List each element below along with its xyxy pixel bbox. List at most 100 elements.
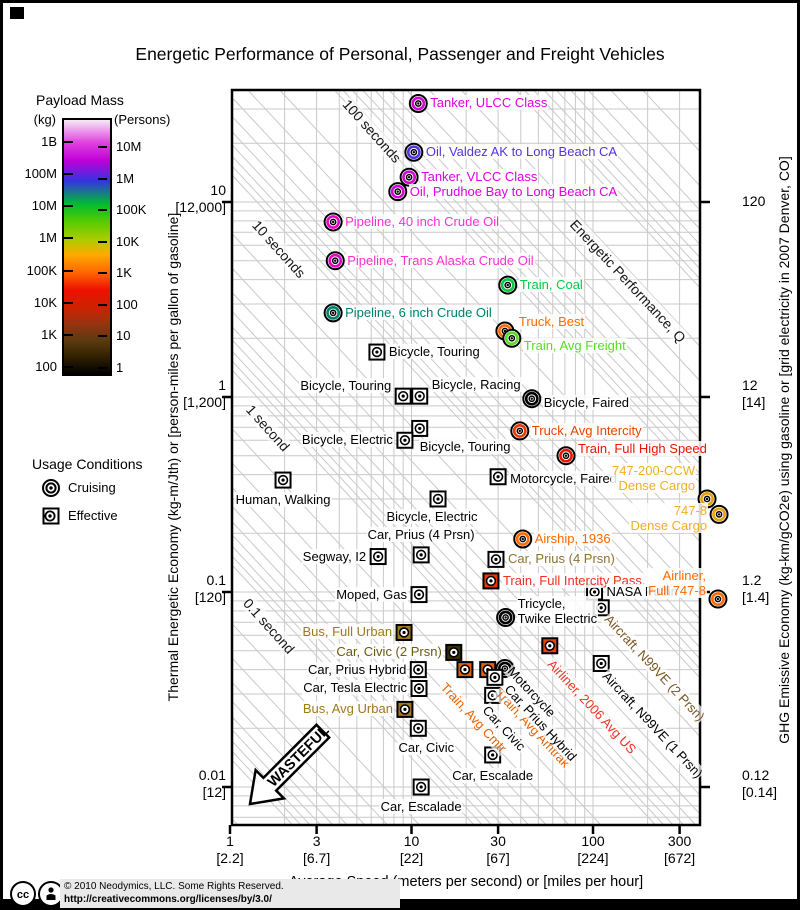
point-label: Human, Walking — [234, 492, 332, 508]
wasteful-arrow: WASTEFUL — [248, 723, 333, 806]
data-point-marker — [408, 93, 428, 113]
colorbar-persons-header: (Persons) — [114, 112, 171, 127]
colorbar-tick — [64, 365, 73, 368]
data-point-marker — [502, 328, 522, 348]
data-point-marker — [323, 212, 343, 232]
data-point-marker — [513, 529, 533, 549]
data-point-marker — [396, 700, 414, 718]
data-point-marker — [399, 167, 419, 187]
data-point-marker — [522, 389, 542, 409]
point-label: Car, Tesla Electric — [302, 680, 409, 696]
x-tick: 3 [6.7] — [302, 833, 331, 866]
point-label: Pipeline, 6 inch Crude Oil — [344, 304, 493, 320]
point-label: Pipeline, Trans Alaska Crude Oil — [346, 252, 535, 268]
point-label: Bicycle, Faired — [542, 394, 631, 410]
point-label: Car, Prius (4 Prsn) — [366, 526, 476, 542]
colorbar-kg-label: 100K — [26, 262, 57, 278]
gridlines — [232, 90, 700, 825]
colorbar-tick — [64, 237, 73, 240]
data-point-marker — [395, 623, 413, 641]
y-axis-title-left: Thermal Energetic Economy (kg-m/Jth) or … — [165, 212, 181, 702]
y-tick-right: 1.2 [1.4] — [742, 572, 770, 605]
colorbar-tick — [98, 146, 107, 148]
data-point-marker — [556, 446, 576, 466]
colorbar-kg-label: 10K — [33, 294, 57, 310]
y-tick-left: 0.01 [12] — [198, 767, 226, 800]
data-points — [274, 93, 729, 796]
point-label: Truck, Best — [517, 314, 586, 329]
license-box: © 2010 Neodymics, LLC. Some Rights Reser… — [60, 879, 400, 908]
effective-marker-icon — [42, 507, 60, 525]
license-link[interactable]: http://creativecommons.org/licenses/by/3… — [64, 894, 272, 905]
data-point-marker — [274, 471, 292, 489]
point-label: Pipeline, 40 inch Crude Oil — [344, 213, 501, 229]
colorbar-tick — [64, 269, 73, 272]
point-label: Train, Full High Speed — [577, 440, 708, 456]
colorbar-persons-label: 10 — [116, 328, 131, 344]
colorbar-kg-header: (kg) — [33, 112, 56, 127]
colorbar-persons-label: 100 — [116, 296, 138, 312]
license-line1: © 2010 Neodymics, LLC. Some Rights Reser… — [64, 881, 284, 892]
colorbar-kg-label: 10M — [31, 198, 57, 214]
point-label: Train, Coal — [518, 277, 584, 293]
data-point-marker — [396, 431, 414, 449]
chart-title: Energetic Performance of Personal, Passe… — [135, 44, 665, 64]
data-point-marker — [486, 668, 504, 686]
y-tick-left: 10 [12,000] — [175, 182, 226, 215]
data-point-marker — [489, 468, 507, 486]
point-label: Moped, Gas — [335, 586, 409, 602]
colorbar-kg-label: 100M — [24, 166, 57, 182]
colorbar-title: Payload Mass — [36, 92, 124, 108]
point-label: Truck, Avg Intercity — [530, 422, 643, 438]
data-point-marker — [409, 661, 427, 679]
colorbar-kg-label: 1B — [41, 134, 57, 149]
data-point-marker — [412, 546, 430, 564]
colorbar-tick — [98, 366, 107, 369]
data-point-marker — [697, 489, 717, 509]
y-tick-left: 1 [1,200] — [183, 377, 226, 410]
colorbar-tick — [64, 301, 73, 304]
data-point-marker — [411, 387, 429, 405]
y-tick-right: 120 — [742, 193, 766, 209]
data-point-marker — [368, 343, 386, 361]
data-point-marker — [541, 637, 559, 655]
point-label: Car, Escalade — [379, 799, 463, 814]
data-point-marker — [496, 607, 516, 627]
x-tick: 30 [67] — [486, 833, 510, 866]
x-tick: 1 [2.2] — [216, 833, 244, 866]
point-label: Tricycle, Twike Electric — [516, 596, 599, 627]
point-label: Car, Civic (2 Prsn) — [335, 644, 443, 660]
colorbar-tick — [64, 333, 73, 336]
svg-text:cc: cc — [17, 889, 29, 901]
data-point-marker — [429, 490, 447, 508]
data-point-marker — [394, 387, 412, 405]
point-label: Airliner, Full 747-8 — [647, 568, 707, 599]
legend-item-cruising: Cruising — [40, 478, 116, 498]
colorbar-tick — [64, 173, 73, 176]
colorbar-tick — [98, 240, 107, 243]
point-label: Bicycle, Racing — [430, 377, 522, 393]
point-label: Car, Prius Hybrid — [307, 661, 408, 677]
colorbar-tick — [64, 141, 73, 143]
y-tick-right: 0.12 [0.14] — [742, 767, 778, 800]
usage-legend-title: Usage Conditions — [32, 456, 143, 472]
data-point-marker — [708, 589, 728, 609]
attribution-person-icon — [38, 881, 64, 907]
point-label: Bus, Avg Urban — [301, 701, 394, 717]
colorbar-persons-label: 100K — [116, 202, 147, 218]
point-label: 747-8 Dense Cargo — [629, 503, 709, 534]
data-point-marker — [412, 778, 430, 796]
data-point-marker — [388, 182, 408, 202]
point-label: Motorcycle, Faired — [509, 470, 619, 486]
point-label: Train, Avg Freight — [522, 338, 627, 354]
point-label: Oil, Prudhoe Bay to Long Beach CA — [408, 183, 619, 199]
point-label: Bicycle, Electric — [300, 432, 394, 448]
colorbar-kg-label: 1K — [41, 326, 57, 342]
legend-label-cruising: Cruising — [68, 480, 116, 495]
data-point-marker — [409, 719, 427, 737]
corner-mark — [10, 7, 24, 19]
cruising-marker-icon — [42, 479, 60, 497]
payload-mass-colorbar — [62, 118, 112, 376]
data-point-marker — [323, 303, 343, 323]
